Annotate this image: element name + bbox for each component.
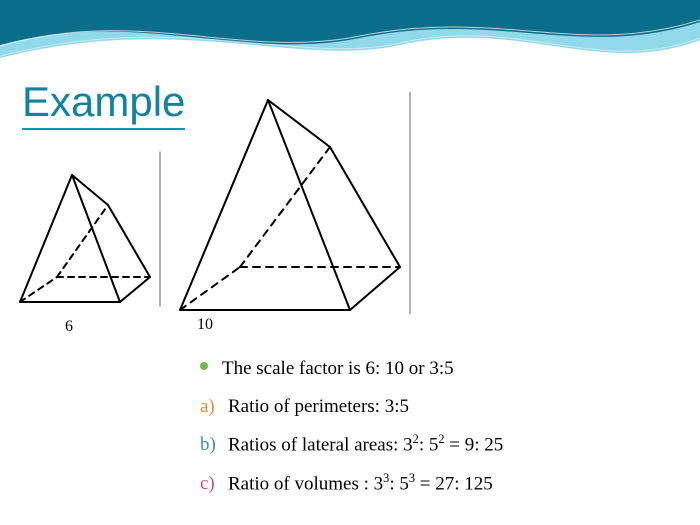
line-scale-factor: The scale factor is 6: 10 or 3:5 xyxy=(200,352,680,386)
text-b: Ratios of lateral areas: 32: 52 = 9: 25 xyxy=(228,428,503,463)
slide-title: Example xyxy=(22,78,185,130)
line-a: a) Ratio of perimeters: 3:5 xyxy=(200,390,680,424)
b-post: = 9: 25 xyxy=(445,435,504,456)
marker-b: b) xyxy=(200,428,222,462)
bullet-icon xyxy=(200,362,208,370)
text-c: Ratio of volumes : 33: 53 = 27: 125 xyxy=(228,467,493,502)
scale-factor-text: The scale factor is 6: 10 or 3:5 xyxy=(222,352,454,386)
slide-wave-decor xyxy=(0,0,700,90)
title-text: Example xyxy=(22,78,185,130)
line-c: c) Ratio of volumes : 33: 53 = 27: 125 xyxy=(200,467,680,502)
content-list: The scale factor is 6: 10 or 3:5 a) Rati… xyxy=(200,352,680,505)
c-mid: : 5 xyxy=(389,473,409,494)
line-b: b) Ratios of lateral areas: 32: 52 = 9: … xyxy=(200,428,680,463)
c-post: = 27: 125 xyxy=(415,473,493,494)
marker-c: c) xyxy=(200,467,222,501)
marker-a: a) xyxy=(200,390,222,424)
text-a: Ratio of perimeters: 3:5 xyxy=(228,390,409,424)
c-pre: Ratio of volumes : 3 xyxy=(228,473,383,494)
b-mid: : 5 xyxy=(419,435,439,456)
b-pre: Ratios of lateral areas: 3 xyxy=(228,435,413,456)
